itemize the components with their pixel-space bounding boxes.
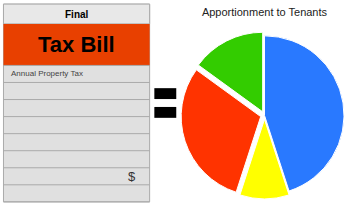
svg-text:Annual Property Tax: Annual Property Tax	[11, 69, 83, 78]
svg-text:$: $	[128, 169, 136, 184]
svg-text:Final: Final	[65, 9, 89, 20]
svg-text:Apportionment to Tenants: Apportionment to Tenants	[202, 6, 328, 18]
svg-text:Tax Bill: Tax Bill	[38, 32, 115, 57]
